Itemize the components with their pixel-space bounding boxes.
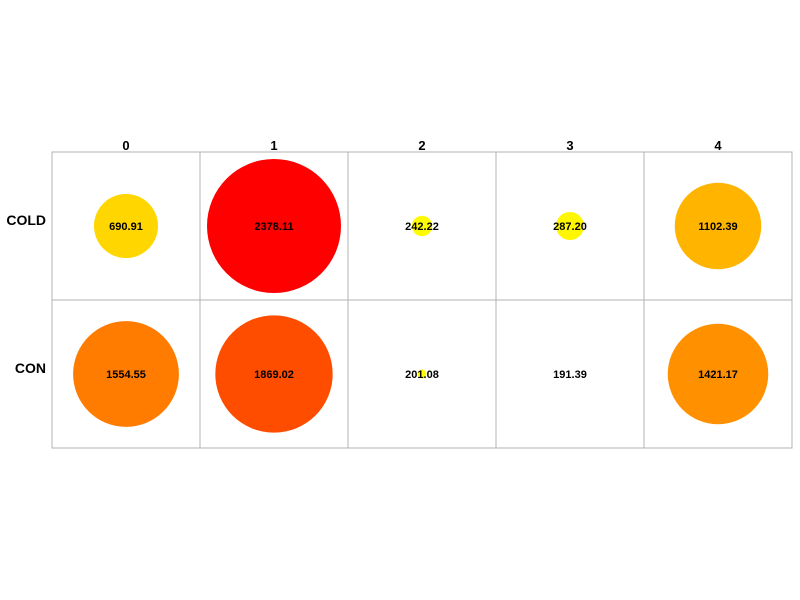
value-circle-cold-4 bbox=[674, 182, 762, 270]
column-label: 0 bbox=[122, 138, 129, 153]
value-circle-cold-2 bbox=[411, 215, 433, 237]
cell-value-label: 191.39 bbox=[553, 369, 587, 381]
cell-value-label: 242.22 bbox=[405, 221, 439, 233]
cell-value-label: 690.91 bbox=[109, 221, 143, 233]
cell-value-label: 287.20 bbox=[553, 221, 587, 233]
cell-value-label: 1869.02 bbox=[254, 369, 294, 381]
cell-value-label: 1554.55 bbox=[106, 369, 146, 381]
row-label: COLD bbox=[6, 212, 46, 228]
column-label: 2 bbox=[418, 138, 425, 153]
value-circle-con-4 bbox=[667, 323, 769, 425]
column-label: 3 bbox=[566, 138, 573, 153]
value-circle-cold-1 bbox=[207, 159, 341, 293]
circles bbox=[73, 159, 769, 433]
value-circle-con-1 bbox=[215, 315, 333, 433]
column-label: 4 bbox=[714, 138, 722, 153]
row-label: CON bbox=[15, 360, 46, 376]
value-circle-con-2 bbox=[417, 369, 427, 379]
value-circle-cold-3 bbox=[555, 211, 585, 241]
cell-value-label: 2378.11 bbox=[254, 221, 293, 233]
cell-value-label: 1421.17 bbox=[698, 369, 738, 381]
labels: 690.91 2378.11 242.22 287.20 1102.39 1554.55 1… bbox=[6, 138, 738, 381]
value-circle-con-0 bbox=[73, 321, 179, 427]
column-label: 1 bbox=[270, 138, 277, 153]
cell-value-label: 1102.39 bbox=[698, 221, 737, 233]
value-circle-cold-0 bbox=[93, 193, 159, 259]
grid bbox=[51, 151, 793, 449]
cell-value-label: 201.08 bbox=[405, 369, 439, 381]
